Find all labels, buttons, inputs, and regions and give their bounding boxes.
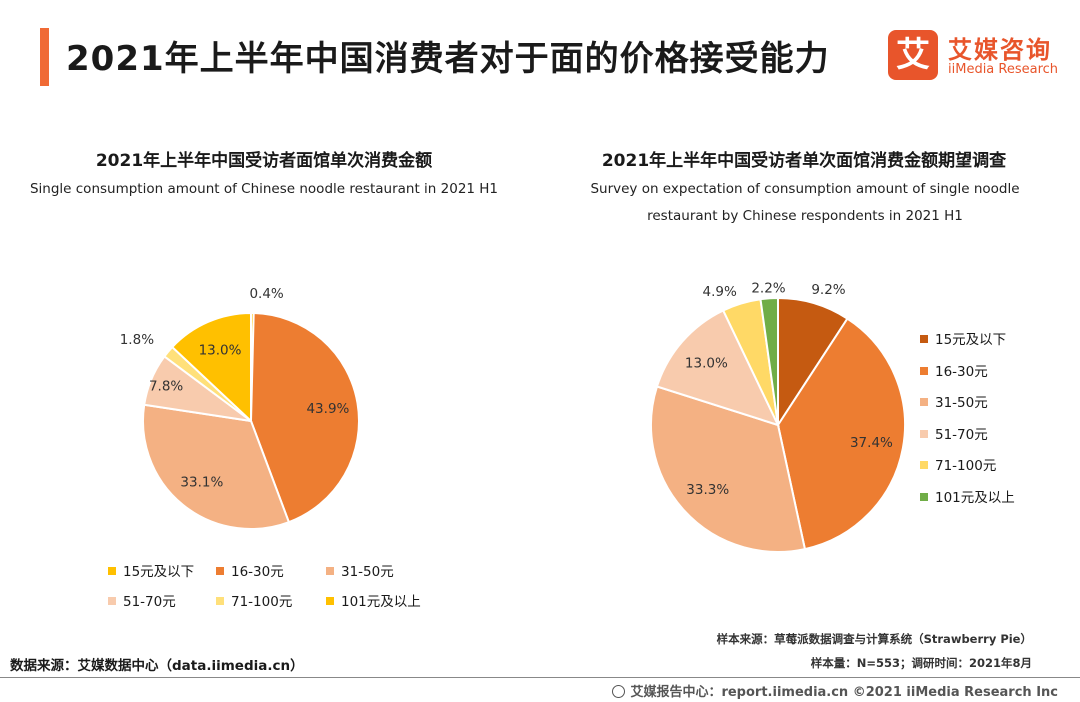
chart1-legend-item-5[interactable]: 101元及以上 xyxy=(326,590,421,610)
iimedia-logo[interactable]: 艾 艾媒咨询 iiMedia Research xyxy=(888,30,1068,82)
legend-label: 101元及以上 xyxy=(341,594,421,610)
legend-swatch-icon xyxy=(326,597,334,605)
copyright-text: 艾媒报告中心：report.iimedia.cn ©2021 iiMedia R… xyxy=(630,685,1058,700)
footer-copyright[interactable]: 艾媒报告中心：report.iimedia.cn ©2021 iiMedia R… xyxy=(612,681,1058,700)
chart2-data-label-4: 4.9% xyxy=(703,284,737,300)
chart2-legend-item-0[interactable]: 15元及以下 xyxy=(920,328,1006,348)
chart2-title: 2021年上半年中国受访者单次面馆消费金额期望调查 xyxy=(601,151,1007,171)
chart1-pie xyxy=(142,311,360,530)
chart2-legend-item-2[interactable]: 31-50元 xyxy=(920,391,988,411)
page-title: 2021年上半年中国消费者对于面的价格接受能力 xyxy=(66,39,830,79)
chart2-slice-5 xyxy=(759,296,779,426)
chart1-data-label-5: 13.0% xyxy=(199,342,242,358)
chart1-legend-item-2[interactable]: 31-50元 xyxy=(326,560,394,580)
legend-swatch-icon xyxy=(920,398,928,406)
legend-swatch-icon xyxy=(326,567,334,575)
chart1-slice-2 xyxy=(142,403,291,530)
chart2-data-label-0: 9.2% xyxy=(811,282,845,298)
chart1-title: 2021年上半年中国受访者面馆单次消费金额 xyxy=(95,151,433,171)
legend-swatch-icon xyxy=(216,597,224,605)
chart1-data-label-2: 33.1% xyxy=(180,475,223,491)
legend-swatch-icon xyxy=(108,567,116,575)
chart2-slice-1 xyxy=(776,317,906,551)
chart2-legend-item-5[interactable]: 101元及以上 xyxy=(920,486,1015,506)
chart2-data-label-1: 37.4% xyxy=(850,435,893,451)
chart1-legend-item-0[interactable]: 15元及以下 xyxy=(108,560,194,580)
chart2-data-labels: 9.2% 37.4% 33.3% 13.0% 4.9% 2.2% xyxy=(685,280,893,498)
chart1-data-labels: 0.4% 43.9% 33.1% 7.8% 1.8% 13.0% xyxy=(120,286,350,491)
legend-swatch-icon xyxy=(920,366,928,375)
logo-cn-text: 艾媒咨询 xyxy=(948,36,1052,64)
chart2-legend-item-4[interactable]: 71-100元 xyxy=(920,454,996,474)
legend-label: 71-100元 xyxy=(231,594,293,610)
legend-label: 15元及以下 xyxy=(123,564,195,580)
globe-icon xyxy=(612,685,626,698)
legend-swatch-icon xyxy=(108,597,116,605)
chart1-slice-1 xyxy=(249,312,360,524)
chart2-subtitle-line1: Survey on expectation of consumption amo… xyxy=(590,181,1020,197)
chart2-subtitle: Survey on expectation of consumption amo… xyxy=(540,176,1070,230)
logo-en-text: iiMedia Research xyxy=(948,62,1059,77)
legend-swatch-icon xyxy=(920,429,928,438)
chart2-data-label-3: 13.0% xyxy=(685,356,728,372)
legend-label: 16-30元 xyxy=(935,363,988,380)
chart2-slice-2 xyxy=(650,385,807,553)
chart1-data-label-3: 7.8% xyxy=(149,379,183,395)
legend-label: 51-70元 xyxy=(935,426,988,443)
chart1-subtitle: Single consumption amount of Chinese noo… xyxy=(29,181,499,197)
chart1-slice-5 xyxy=(170,311,252,424)
legend-label: 31-50元 xyxy=(935,395,988,411)
chart1-data-label-0: 0.4% xyxy=(249,286,283,302)
legend-swatch-icon xyxy=(920,335,928,343)
chart1-legend-item-4[interactable]: 71-100元 xyxy=(216,590,292,610)
legend-label: 16-30元 xyxy=(231,564,284,580)
chart1-data-label-1: 43.9% xyxy=(306,401,349,417)
chart1-data-label-4: 1.8% xyxy=(120,332,154,348)
sample-info: 样本量：N=553；调研时间：2021年8月 xyxy=(810,656,1032,670)
chart2-legend-item-1[interactable]: 16-30元 xyxy=(920,360,988,380)
legend-label: 31-50元 xyxy=(341,564,394,580)
chart1-legend-item-3[interactable]: 51-70元 xyxy=(108,590,176,610)
title-accent-bar xyxy=(40,28,49,86)
legend-swatch-icon xyxy=(216,567,224,575)
chart2-data-label-2: 33.3% xyxy=(686,482,729,498)
legend-label: 51-70元 xyxy=(123,594,176,610)
chart1-legend-item-1[interactable]: 16-30元 xyxy=(216,560,284,580)
data-source: 数据来源：艾媒数据中心（data.iimedia.cn） xyxy=(10,658,304,674)
chart2-pie xyxy=(650,296,906,553)
legend-label: 15元及以下 xyxy=(935,332,1007,348)
legend-swatch-icon xyxy=(920,492,928,501)
legend-label: 71-100元 xyxy=(935,458,997,474)
footer-divider xyxy=(0,677,1080,678)
chart2-data-label-5: 2.2% xyxy=(751,280,785,296)
legend-swatch-icon xyxy=(920,461,928,469)
legend-label: 101元及以上 xyxy=(935,489,1015,506)
logo-mark-icon: 艾 xyxy=(888,30,938,80)
chart2-legend-item-3[interactable]: 51-70元 xyxy=(920,423,988,443)
chart2-slice-3 xyxy=(655,309,780,427)
sample-source: 样本来源：草莓派数据调查与计算系统（Strawberry Pie） xyxy=(716,632,1032,646)
chart2-subtitle-line2: restaurant by Chinese respondents in 202… xyxy=(647,208,963,224)
